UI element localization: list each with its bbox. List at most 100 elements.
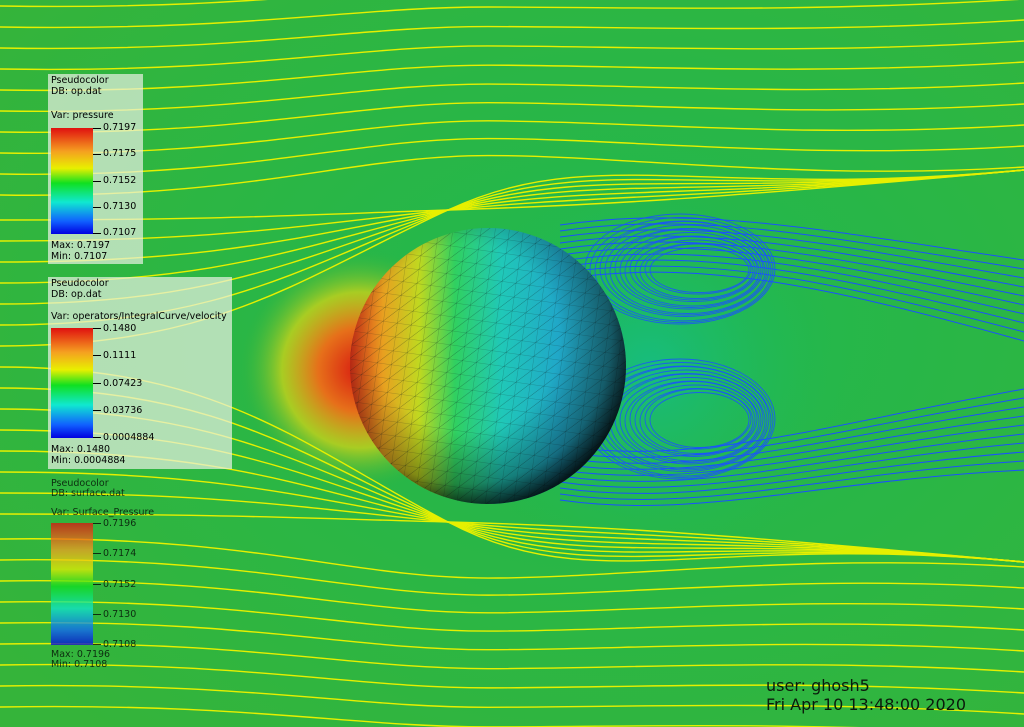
legend-tick-label: 0.7152 <box>103 175 137 186</box>
legend-tick-label: 0.7197 <box>103 122 137 133</box>
legend-tick-label: 0.7152 <box>103 579 137 590</box>
streamline <box>0 19 1024 50</box>
wake-vortex-line <box>629 381 758 457</box>
legend-max: Max: 0.7197 <box>51 240 111 251</box>
legend-tick <box>93 328 101 329</box>
wake-streamlines <box>559 213 1024 506</box>
wake-streamline <box>559 235 1024 288</box>
streamline <box>0 101 1024 134</box>
streamline <box>0 600 1024 632</box>
wake-streamline <box>559 259 1024 324</box>
wake-streamline <box>559 424 1024 476</box>
wake-vortex-line <box>644 243 752 295</box>
streamline <box>0 0 1019 29</box>
streamline <box>0 684 1024 715</box>
streamline <box>0 154 1024 196</box>
legend-tick-label: 0.7108 <box>103 639 137 650</box>
streamline <box>0 621 1024 652</box>
legend-min: Min: 0.0004884 <box>51 455 126 466</box>
timestamp: Fri Apr 10 13:48:00 2020 <box>766 695 967 714</box>
legend-tick-label: 0.0004884 <box>103 432 155 443</box>
wake-vortex-line <box>634 239 756 301</box>
legend-tick-label: 0.7196 <box>103 518 137 529</box>
wake-streamline <box>559 247 1024 306</box>
wake-vortex-line <box>644 388 752 450</box>
wake-vortex-line <box>604 224 768 316</box>
legend-tick <box>93 181 101 182</box>
legend-min: Min: 0.7107 <box>51 251 108 262</box>
legend-colorbar <box>51 328 93 438</box>
legend-tick <box>93 523 101 524</box>
legend-tick <box>93 553 101 554</box>
streamline <box>0 0 269 8</box>
streamline <box>0 579 1024 614</box>
legend-colorbar <box>51 128 93 234</box>
wake-streamline <box>559 388 1024 452</box>
legend-tick <box>93 233 101 234</box>
legend-tick-label: 0.03736 <box>103 405 143 416</box>
legend-var: Var: Surface_Pressure <box>51 507 155 518</box>
legend-tick <box>93 383 101 384</box>
legend-tick-label: 0.1480 <box>103 323 137 334</box>
wake-vortex-line <box>619 232 762 308</box>
wake-vortex-line <box>639 388 754 454</box>
wake-streamline <box>559 469 1024 506</box>
wake-streamline <box>559 397 1024 458</box>
streamline <box>0 137 1024 175</box>
wake-streamline <box>559 253 1024 315</box>
legend-colorbar <box>51 523 93 645</box>
wake-streamline <box>559 442 1024 488</box>
legend-tick-label: 0.7174 <box>103 548 137 559</box>
wake-vortex-line <box>649 247 750 293</box>
wake-streamline <box>559 451 1024 494</box>
wake-streamline <box>559 217 1024 261</box>
wake-streamline <box>559 223 1024 270</box>
legend-db: DB: op.dat <box>51 289 102 300</box>
wake-streamline <box>559 433 1024 482</box>
legend-tick-label: 0.7175 <box>103 148 137 159</box>
legend-var: Var: pressure <box>51 110 114 121</box>
legend-tick <box>93 207 101 208</box>
wake-streamline <box>559 460 1024 500</box>
legend-max: Max: 0.7196 <box>51 649 111 660</box>
user-info: user: ghosh5 Fri Apr 10 13:48:00 2020 <box>766 676 966 714</box>
wake-vortex-line <box>594 220 772 322</box>
wake-streamline <box>559 406 1024 464</box>
legend-tick-label: 0.1111 <box>103 350 137 361</box>
streamline <box>0 538 1024 579</box>
wake-vortex-line <box>619 377 762 463</box>
legend-tick-label: 0.07423 <box>103 378 143 389</box>
legend-min: Min: 0.7108 <box>51 659 108 670</box>
legend-plot-type: Pseudocolor <box>51 478 109 489</box>
legend-tick <box>93 154 101 155</box>
legend-tick-label: 0.7130 <box>103 201 137 212</box>
legend-tick-label: 0.7130 <box>103 609 137 620</box>
legend-max: Max: 0.1480 <box>51 444 111 455</box>
wake-vortex-line <box>649 392 750 448</box>
legend-tick <box>93 584 101 585</box>
wake-streamline <box>559 415 1024 470</box>
legend-tick-label: 0.7107 <box>103 227 137 238</box>
streamline <box>0 40 1024 71</box>
wake-vortex-line <box>624 235 760 307</box>
legend-plot-type: Pseudocolor <box>51 75 109 86</box>
streamline <box>0 663 1024 694</box>
streamline <box>0 120 1024 155</box>
legend-tick <box>93 410 101 411</box>
wake-vortex-line <box>589 217 774 323</box>
streamline <box>0 82 1024 113</box>
wake-streamline <box>559 241 1024 297</box>
wake-streamline <box>559 229 1024 279</box>
legend-tick <box>93 128 101 129</box>
streamline <box>0 642 1024 673</box>
legend-db: DB: surface.dat <box>51 488 125 499</box>
sphere <box>332 210 644 522</box>
wake-vortex-line <box>614 228 764 310</box>
legend-var: Var: operators/IntegralCurve/velocity <box>51 311 227 322</box>
legend-tick <box>93 644 101 645</box>
wake-vortex-line <box>609 228 766 314</box>
legend-tick <box>93 355 101 356</box>
wake-vortex-line <box>639 243 754 299</box>
streamline <box>0 513 1024 563</box>
